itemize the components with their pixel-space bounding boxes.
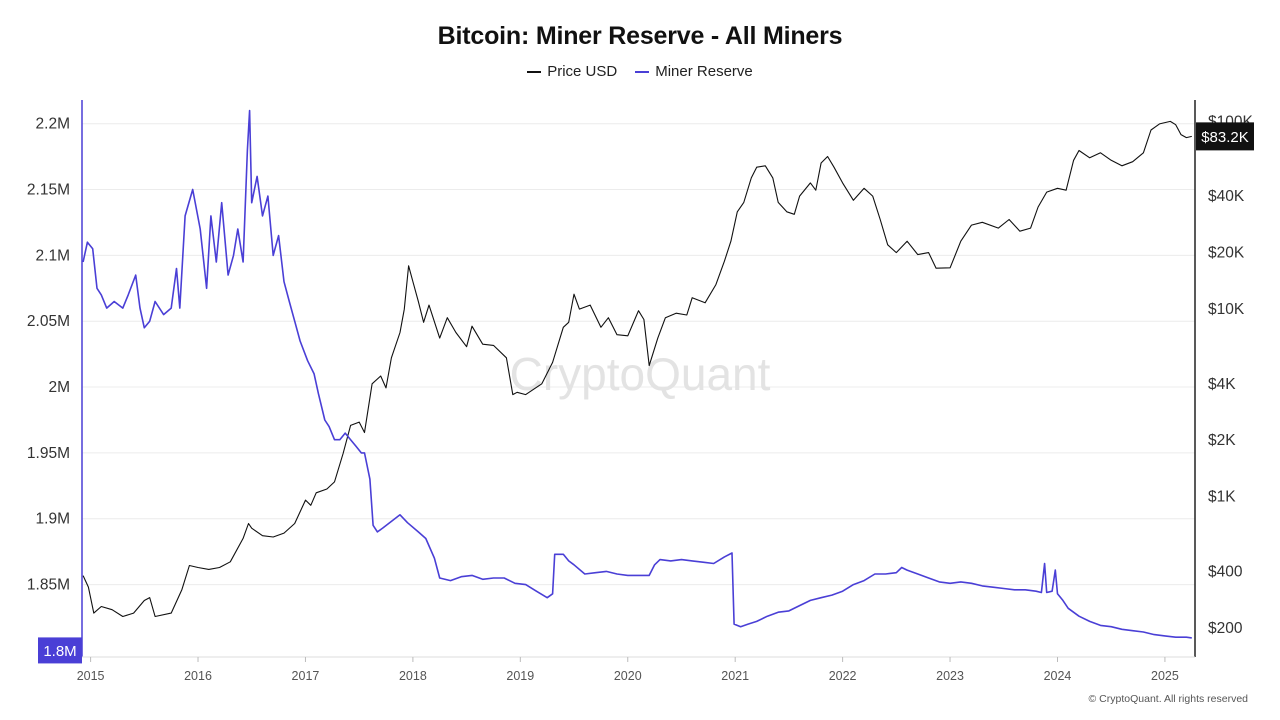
legend-swatch-price [527,70,542,73]
left-tick-label: 1.95M [27,445,70,462]
x-tick-label: 2023 [936,669,964,683]
x-tick-label: 2018 [399,669,427,683]
miner-reserve-line[interactable] [82,109,1192,639]
x-tick-label: 2022 [829,669,857,683]
right-tick-label: $2K [1208,432,1236,449]
current-price-label: $83.2K [1201,129,1249,146]
legend-item-miner-reserve[interactable]: Miner Reserve [635,63,753,80]
right-tick-label: $10K [1208,301,1245,318]
chart-title: Bitcoin: Miner Reserve - All Miners [437,22,843,50]
legend-swatch-miner-reserve [635,70,650,73]
right-tick-label: $1K [1208,489,1236,506]
x-tick-label: 2015 [77,669,105,683]
copyright-footer: © CryptoQuant. All rights reserved [1088,693,1248,705]
left-tick-label: 2.15M [27,182,70,199]
legend: Price USD Miner Reserve [0,63,1280,80]
left-tick-label: 2.05M [27,313,70,330]
series [82,109,1192,639]
left-tick-label: 2.2M [36,116,70,133]
x-tick-label: 2019 [506,669,534,683]
axes [81,100,1196,662]
axis-labels: 2.2M2.15M2.1M2.05M2M1.95M1.9M1.85M$100K$… [27,113,1254,683]
x-tick-label: 2017 [292,669,320,683]
grid [82,123,1195,586]
legend-label-price: Price USD [547,63,618,80]
left-tick-label: 2.1M [36,247,70,264]
current-price-badge [1196,122,1254,151]
x-tick-label: 2025 [1151,669,1179,683]
current-reserve-label: 1.8M [43,643,76,660]
left-tick-label: 2M [48,379,70,396]
legend-label-miner-reserve: Miner Reserve [655,63,753,80]
x-tick-label: 2016 [184,669,212,683]
x-tick-label: 2020 [614,669,642,683]
current-reserve-badge [38,637,82,664]
left-tick-label: 1.9M [36,511,70,528]
price-usd-line[interactable] [82,120,1192,618]
left-tick-label: 1.85M [27,577,70,594]
x-tick-label: 2024 [1044,669,1072,683]
right-tick-label: $20K [1208,245,1245,262]
x-tick-label: 2021 [721,669,749,683]
right-tick-label: $40K [1208,188,1245,205]
right-tick-label: $4K [1208,376,1236,393]
right-tick-label: $400 [1208,563,1243,580]
right-tick-label: $200 [1208,620,1243,637]
watermark: CryptoQuant [510,348,771,400]
legend-item-price[interactable]: Price USD [527,63,617,80]
